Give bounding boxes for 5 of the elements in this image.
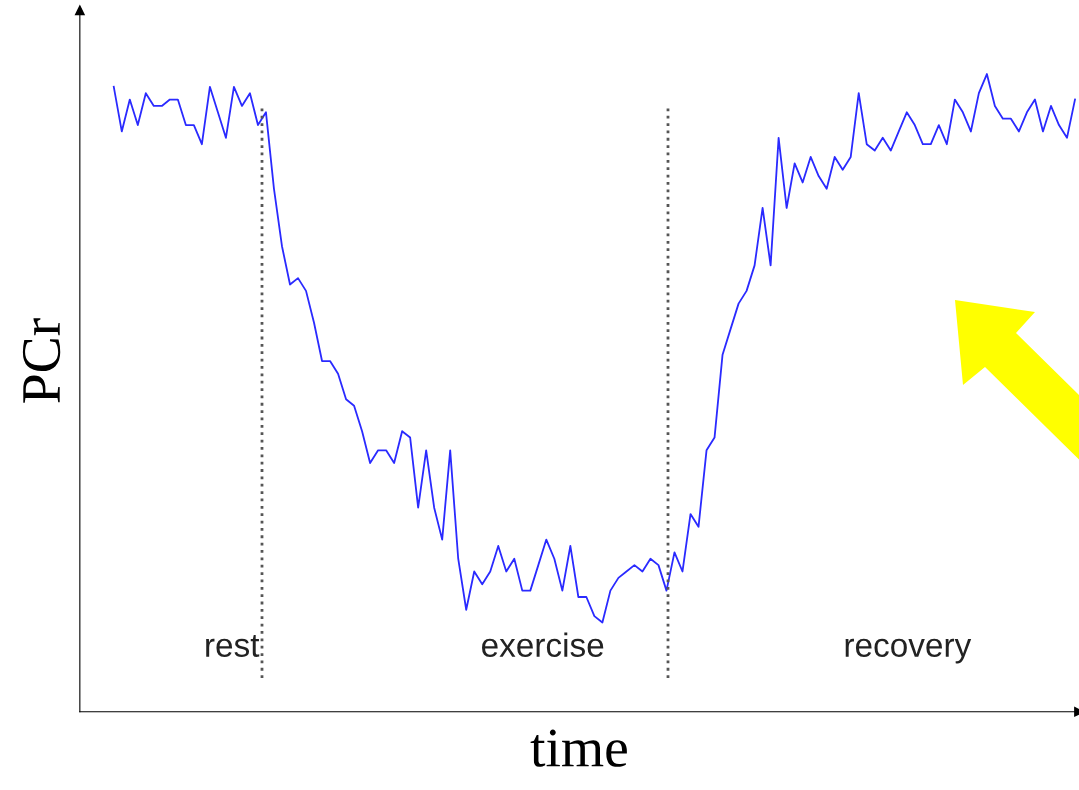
annotation: rest [206,635,260,657]
annotation: recovery [845,638,972,664]
x-axis-title: time [530,729,627,767]
annotation: exercise [482,632,604,657]
y-axis-title: PCr [22,318,61,403]
